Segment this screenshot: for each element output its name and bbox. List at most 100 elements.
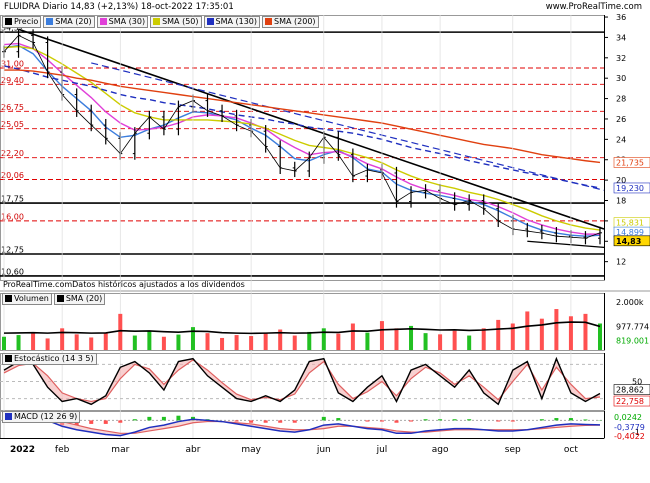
price-tick-label: 26 (616, 115, 626, 124)
volume-bar (336, 333, 341, 350)
macd-hist-bar (292, 420, 297, 423)
macd-hist-bar (103, 420, 108, 424)
macd-hist-bar (409, 420, 414, 422)
month-label: oct (564, 445, 578, 455)
stoch-legend-item[interactable]: Estocástico (14 3 5) (2, 352, 97, 365)
macd-signal-line (3, 416, 601, 434)
site-label[interactable]: www.ProRealTime.com (545, 2, 642, 12)
volume-bar (89, 337, 94, 350)
legend-label: SMA (20) (55, 16, 92, 26)
volume-bar (321, 328, 326, 350)
legend-label: SMA (200) (274, 16, 316, 26)
macd-legend-item[interactable]: MACD (12 26 9) (2, 410, 81, 423)
volume-bar (190, 327, 195, 350)
macd-hist-bar (278, 420, 283, 423)
volume-bar (554, 309, 559, 350)
price-legend-item[interactable]: SMA (130) (203, 15, 261, 28)
legend-label: Volumen (14, 293, 49, 303)
price-tick-label: 24 (616, 135, 626, 144)
last-value-label: 14,83 (616, 237, 641, 246)
volume-bar (394, 328, 399, 350)
month-label: ago (432, 445, 449, 455)
month-label: sep (505, 445, 521, 455)
macd-hist-bar (118, 420, 123, 423)
stoch-fill (4, 358, 600, 405)
volume-legend: Volumen SMA (20) (2, 292, 106, 305)
volume-bar (161, 336, 166, 350)
price-legend-item[interactable]: Precio (2, 15, 42, 28)
chart-title: FLUIDRA Diario 14,83 (+2,13%) 18-oct-202… (4, 2, 234, 12)
price-legend-item[interactable]: SMA (50) (150, 15, 202, 28)
macd-hist-bar (336, 418, 341, 421)
stoch-last-label: 28,862 (616, 386, 644, 395)
macd-last-label: 0,0242 (614, 413, 642, 422)
level-label: 31,00 (1, 60, 24, 69)
macd-last-label: -0,3779 (614, 423, 645, 432)
macd-hist-bar (423, 419, 428, 421)
macd-hist-bar (365, 420, 370, 422)
month-label: may (241, 445, 261, 455)
volume-legend-item[interactable]: SMA (20) (53, 292, 106, 305)
macd-hist-bar (263, 420, 268, 423)
legend-label: SMA (20) (65, 293, 103, 303)
macd-hist-bar (249, 420, 254, 423)
volume-bar (263, 333, 268, 350)
stoch-last-tag (613, 395, 650, 407)
macd-hist-bar (161, 416, 166, 421)
stoch-last-tag (613, 384, 650, 395)
volume-tick-label: 2.000k (616, 298, 644, 307)
sma-line (3, 45, 601, 231)
legend-swatch (153, 18, 161, 25)
last-value-label: 14,899 (616, 228, 644, 237)
last-value-tag (613, 182, 650, 194)
legend-swatch (56, 295, 64, 302)
price-legend-item[interactable]: SMA (20) (43, 15, 95, 28)
support-line (527, 240, 605, 248)
price-tick-label: 28 (616, 95, 626, 104)
trend-line (18, 28, 605, 230)
legend-swatch (5, 295, 12, 302)
trend-line-dashed (91, 62, 605, 191)
price-tick-label: 32 (616, 54, 626, 63)
macd-hist-bar (234, 420, 239, 422)
month-label: jun (316, 445, 331, 455)
volume-bar (234, 335, 239, 350)
volume-bar (249, 336, 254, 350)
level-label: 26,75 (1, 103, 24, 112)
macd-hist-bar (394, 420, 399, 423)
legend-swatch (265, 18, 273, 25)
macd-tick-label: -1 (632, 428, 640, 437)
volume-bar (220, 337, 225, 350)
volume-bar (481, 328, 486, 350)
price-line (3, 34, 601, 239)
level-label: 22,20 (1, 149, 24, 158)
volume-bar (583, 313, 588, 350)
volume-bar (539, 318, 544, 350)
price-legend-item[interactable]: SMA (200) (262, 15, 319, 28)
sma-line (4, 69, 601, 164)
macd-line (3, 414, 601, 437)
volume-bar (598, 323, 602, 350)
macd-hist-bar (496, 420, 501, 422)
stoch-k-line (3, 356, 601, 406)
stoch-d-line (3, 359, 601, 403)
volume-bar (205, 333, 210, 350)
volume-last-label: 977.774 (616, 322, 649, 331)
price-legend-item[interactable]: SMA (30) (96, 15, 149, 28)
macd-panel-frame (0, 411, 605, 439)
legend-swatch (5, 18, 12, 25)
chart-header: FLUIDRA Diario 14,83 (+2,13%) 18-oct-202… (0, 0, 650, 14)
volume-legend-item[interactable]: Volumen (2, 292, 52, 305)
volume-bar (278, 329, 283, 350)
price-tick-label: 30 (616, 74, 626, 83)
last-value-label: 15,831 (616, 219, 644, 228)
price-tick-label: 18 (616, 197, 626, 206)
legend-label: SMA (130) (215, 16, 258, 26)
source-note: ProRealTime.comDatos históricos ajustado… (3, 280, 245, 289)
volume-bar (292, 335, 297, 350)
level-label: 16,00 (1, 212, 24, 221)
price-legend: Precio SMA (20) SMA (30) SMA (50) SMA (130) S… (2, 15, 319, 28)
macd-hist-bar (379, 420, 384, 422)
last-value-tag (613, 235, 650, 247)
volume-bar (2, 336, 6, 350)
